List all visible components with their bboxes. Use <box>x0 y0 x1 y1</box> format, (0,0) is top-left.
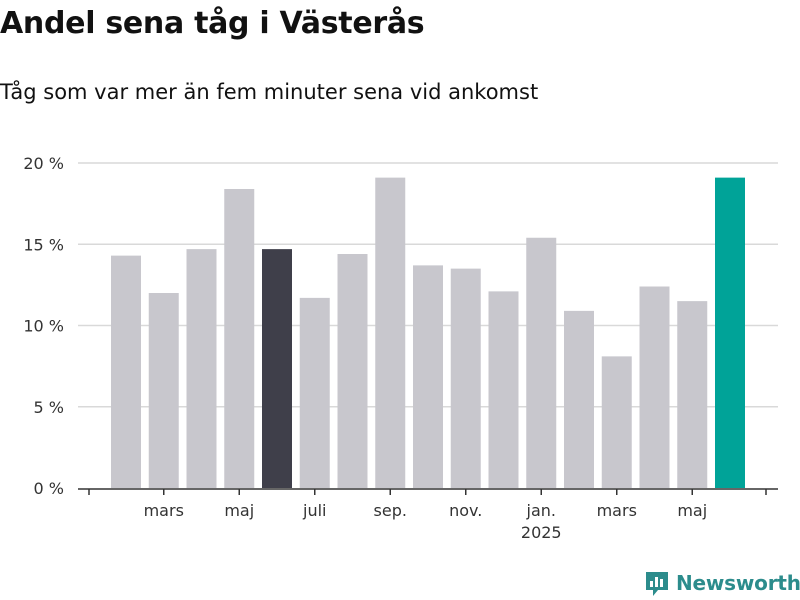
bar <box>601 356 632 488</box>
bar <box>262 249 292 488</box>
bar <box>488 291 519 488</box>
newsworthy-logo-icon <box>646 572 668 596</box>
bar <box>639 286 670 488</box>
bar <box>375 177 406 488</box>
x-tick-label: jan. <box>526 501 556 520</box>
x-tick-label: maj <box>677 501 707 520</box>
x-tick-label: maj <box>224 501 254 520</box>
bar <box>224 189 255 488</box>
y-tick-label: 10 % <box>23 317 64 336</box>
y-tick-label: 5 % <box>34 398 64 417</box>
x-tick-label: mars <box>144 501 184 520</box>
y-tick-label: 20 % <box>23 154 64 173</box>
bar <box>337 254 368 488</box>
x-tick-label: juli <box>302 501 326 520</box>
y-tick-label: 15 % <box>23 235 64 254</box>
bar <box>186 249 217 488</box>
x-tick-label: nov. <box>449 501 482 520</box>
x-tick-label: mars <box>597 501 637 520</box>
bar <box>413 265 443 488</box>
bar <box>564 310 594 488</box>
x-tick-label: sep. <box>374 501 407 520</box>
bar <box>677 301 708 488</box>
bar <box>715 177 745 488</box>
bar <box>450 268 481 488</box>
y-tick-label: 0 % <box>34 479 64 498</box>
bar-chart: 0 % 5 % 10 % 15 % 20 % mars maj juli sep. nov. jan… <box>23 154 778 542</box>
bar <box>526 237 557 488</box>
bar <box>148 293 179 488</box>
bar <box>111 255 141 488</box>
chart-title: Andel sena tåg i Västerås <box>0 6 425 41</box>
newsworthy-logo: Newsworthy <box>644 568 800 598</box>
chart-subtitle: Tåg som var mer än fem minuter sena vid … <box>0 80 539 104</box>
x-tick-year-label: 2025 <box>521 523 562 542</box>
bar <box>299 297 330 488</box>
brand-name: Newsworthy <box>676 571 800 595</box>
